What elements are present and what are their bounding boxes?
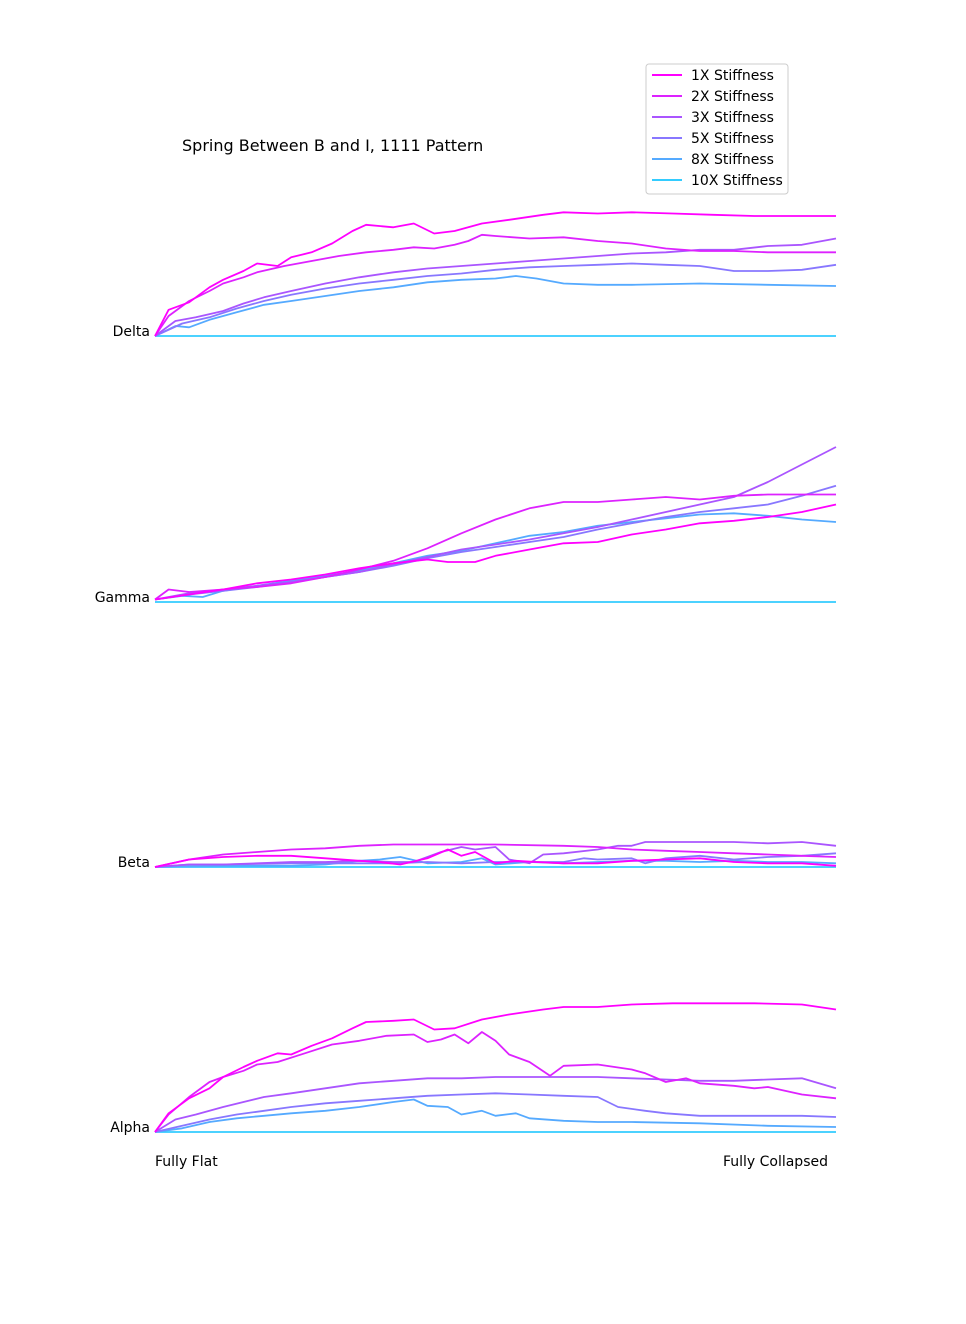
legend-entry-label: 10X Stiffness: [691, 173, 783, 189]
panel-label: Alpha: [110, 1120, 150, 1136]
legend-entry-label: 1X Stiffness: [691, 68, 774, 84]
series-line-2x-stiffness: [154, 233, 836, 337]
legend-entry-label: 5X Stiffness: [691, 131, 774, 147]
series-line-3x-stiffness: [154, 446, 837, 601]
series-line-1x-stiffness: [154, 1002, 837, 1133]
panel-label: Gamma: [95, 590, 150, 606]
series-line-2x-stiffness: [154, 1031, 837, 1133]
x-end-label: Fully Collapsed: [723, 1154, 828, 1170]
series-line-2x-stiffness: [154, 843, 837, 868]
panel-label: Beta: [118, 855, 150, 871]
series-line-8x-stiffness: [154, 275, 837, 337]
series-line-2x-stiffness: [154, 493, 836, 601]
legend-entry-label: 3X Stiffness: [691, 110, 774, 126]
series-line-3x-stiffness: [154, 1076, 837, 1133]
series-line-3x-stiffness: [154, 841, 837, 868]
series-line-5x-stiffness: [154, 262, 837, 337]
panel-label: Delta: [113, 324, 150, 340]
panel-alpha: Alpha: [110, 1002, 837, 1136]
panel-beta: Beta: [118, 841, 837, 871]
series-line-1x-stiffness: [154, 503, 837, 601]
panel-delta: Delta: [113, 211, 837, 340]
series-line-8x-stiffness: [154, 1098, 837, 1133]
x-start-label: Fully Flat: [155, 1154, 218, 1170]
legend-entry-label: 2X Stiffness: [691, 89, 774, 105]
series-line-3x-stiffness: [154, 237, 837, 337]
panel-gamma: Gamma: [95, 446, 837, 606]
series-line-1x-stiffness: [154, 211, 836, 337]
series-line-5x-stiffness: [154, 852, 837, 868]
series-line-5x-stiffness: [154, 1092, 837, 1133]
legend-entry-label: 8X Stiffness: [691, 152, 774, 168]
chart-title: Spring Between B and I, 1111 Pattern: [182, 136, 483, 155]
legend: 1X Stiffness 2X Stiffness 3X Stiffness 5X S…: [645, 63, 789, 195]
panels-layer: Delta Gamma Beta Alpha: [95, 211, 837, 1136]
series-line-1x-stiffness: [154, 848, 837, 868]
